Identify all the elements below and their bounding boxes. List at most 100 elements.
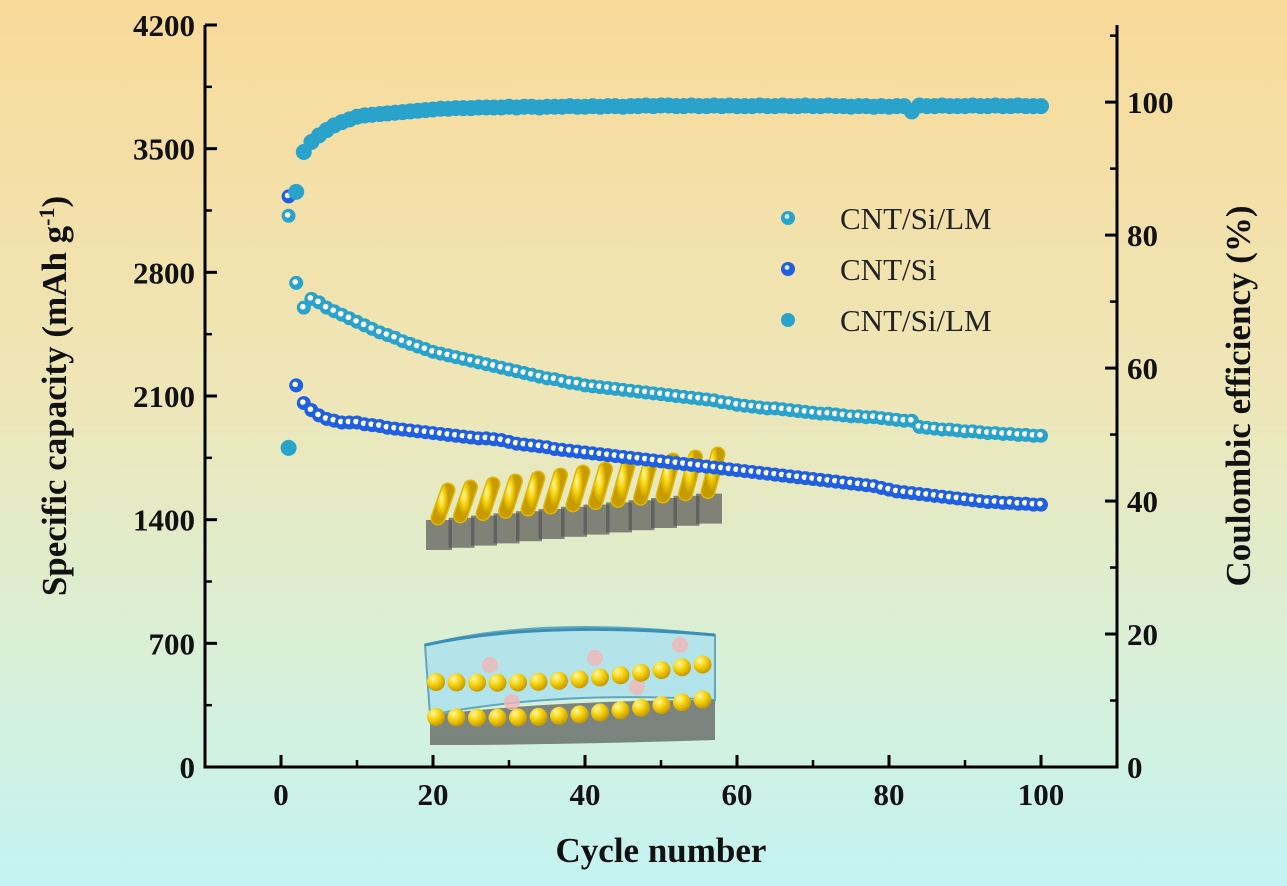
data-point-highlight	[535, 372, 542, 379]
data-point-highlight	[474, 434, 481, 441]
y2-tick-label: 20	[1127, 617, 1158, 652]
data-point-highlight	[710, 396, 716, 403]
x-tick-label: 40	[570, 777, 601, 812]
data-point-highlight	[642, 388, 648, 395]
lm-droplet	[482, 657, 498, 673]
si-particle	[447, 708, 466, 727]
data-point-highlight	[877, 414, 884, 420]
lm-droplet	[504, 694, 520, 710]
data-point-highlight	[786, 406, 792, 412]
x-tick-label: 0	[273, 777, 289, 812]
y2-tick-label: 80	[1127, 218, 1158, 253]
data-point-highlight	[915, 423, 922, 429]
data-point-highlight	[528, 371, 534, 377]
data-point-highlight	[1006, 430, 1013, 436]
data-point-highlight	[695, 461, 701, 468]
data-point-highlight	[391, 333, 397, 340]
x-tick-label: 20	[418, 777, 449, 812]
si-particle	[591, 668, 609, 687]
si-particle	[468, 673, 486, 692]
y-axis-title-close: )	[35, 196, 74, 208]
data-point-highlight	[771, 404, 777, 411]
data-point-highlight	[748, 468, 754, 474]
data-point-highlight	[588, 382, 595, 389]
legend-marker-highlight	[784, 214, 790, 219]
data-point-highlight	[809, 475, 815, 481]
data-point-highlight	[718, 398, 724, 404]
data-point-highlight	[847, 479, 853, 486]
data-point-highlight	[558, 446, 564, 452]
si-particle	[550, 706, 568, 725]
y2-tick-label: 60	[1127, 351, 1158, 386]
data-point-highlight	[839, 478, 846, 485]
data-point-highlight	[968, 496, 975, 503]
data-point-highlight	[467, 433, 473, 440]
legend-marker-highlight	[784, 265, 790, 270]
data-point-highlight	[459, 432, 466, 439]
si-particle	[632, 698, 650, 717]
si-particle	[447, 673, 466, 692]
data-point-highlight	[885, 485, 891, 492]
data-point-highlight	[338, 310, 344, 317]
data-point	[1033, 98, 1049, 115]
si-particle	[652, 696, 671, 715]
data-point-highlight	[520, 440, 526, 447]
data-point-highlight	[467, 356, 473, 363]
y-tick-label: 1400	[133, 503, 195, 538]
data-point-highlight	[497, 363, 504, 370]
legend: CNT/Si/LM CNT/Si CNT/Si/LM	[781, 201, 992, 338]
data-points	[280, 97, 1049, 512]
lm-layer-edge	[424, 627, 716, 647]
y-tick-label: 0	[180, 750, 196, 785]
data-point-highlight	[756, 469, 762, 475]
data-point-highlight	[832, 410, 838, 417]
series-0	[281, 208, 1048, 443]
data-point-highlight	[322, 303, 329, 310]
data-point-highlight	[436, 430, 443, 436]
data-point-highlight	[991, 498, 998, 504]
data-point-highlight	[824, 409, 830, 416]
data-point-highlight	[626, 386, 633, 393]
data-point-highlight	[702, 395, 709, 402]
data-point-highlight	[406, 426, 413, 433]
data-point-highlight	[634, 387, 640, 394]
y-axis-title-sup: -1	[34, 207, 59, 225]
data-point-highlight	[292, 381, 299, 388]
data-point-highlight	[984, 429, 990, 435]
si-particle	[529, 707, 548, 726]
data-point-highlight	[611, 385, 618, 391]
si-particle	[673, 693, 691, 712]
data-point-highlight	[490, 362, 496, 368]
si-particle	[488, 708, 507, 727]
data-point-highlight	[809, 408, 815, 415]
data-point-highlight	[474, 358, 481, 365]
data-point-highlight	[794, 407, 800, 413]
data-point-highlight	[604, 384, 610, 390]
data-point-highlight	[338, 418, 344, 425]
data-point-highlight	[930, 492, 937, 498]
data-point-highlight	[497, 436, 504, 442]
si-particle	[652, 661, 671, 680]
data-point-highlight	[512, 439, 519, 446]
data-point-highlight	[870, 482, 876, 488]
data-point-highlight	[999, 499, 1005, 505]
data-point-highlight	[1006, 499, 1013, 505]
data-point-highlight	[383, 331, 390, 337]
si-particle	[509, 708, 527, 727]
data-point-highlight	[908, 489, 914, 495]
data-point-highlight	[505, 365, 511, 372]
data-point-highlight	[414, 427, 420, 434]
data-point-highlight	[794, 473, 800, 480]
data-point-highlight	[626, 454, 633, 460]
data-point-highlight	[946, 425, 952, 432]
data-point-highlight	[596, 383, 602, 389]
data-point-highlight	[429, 348, 435, 354]
si-particle	[693, 690, 712, 709]
data-point-highlight	[839, 411, 846, 418]
data-point-highlight	[505, 438, 511, 444]
data-point-highlight	[353, 318, 359, 324]
data-point-highlight	[330, 416, 337, 423]
data-point-highlight	[748, 402, 754, 409]
data-point-highlight	[550, 445, 557, 451]
data-point-highlight	[596, 450, 602, 457]
